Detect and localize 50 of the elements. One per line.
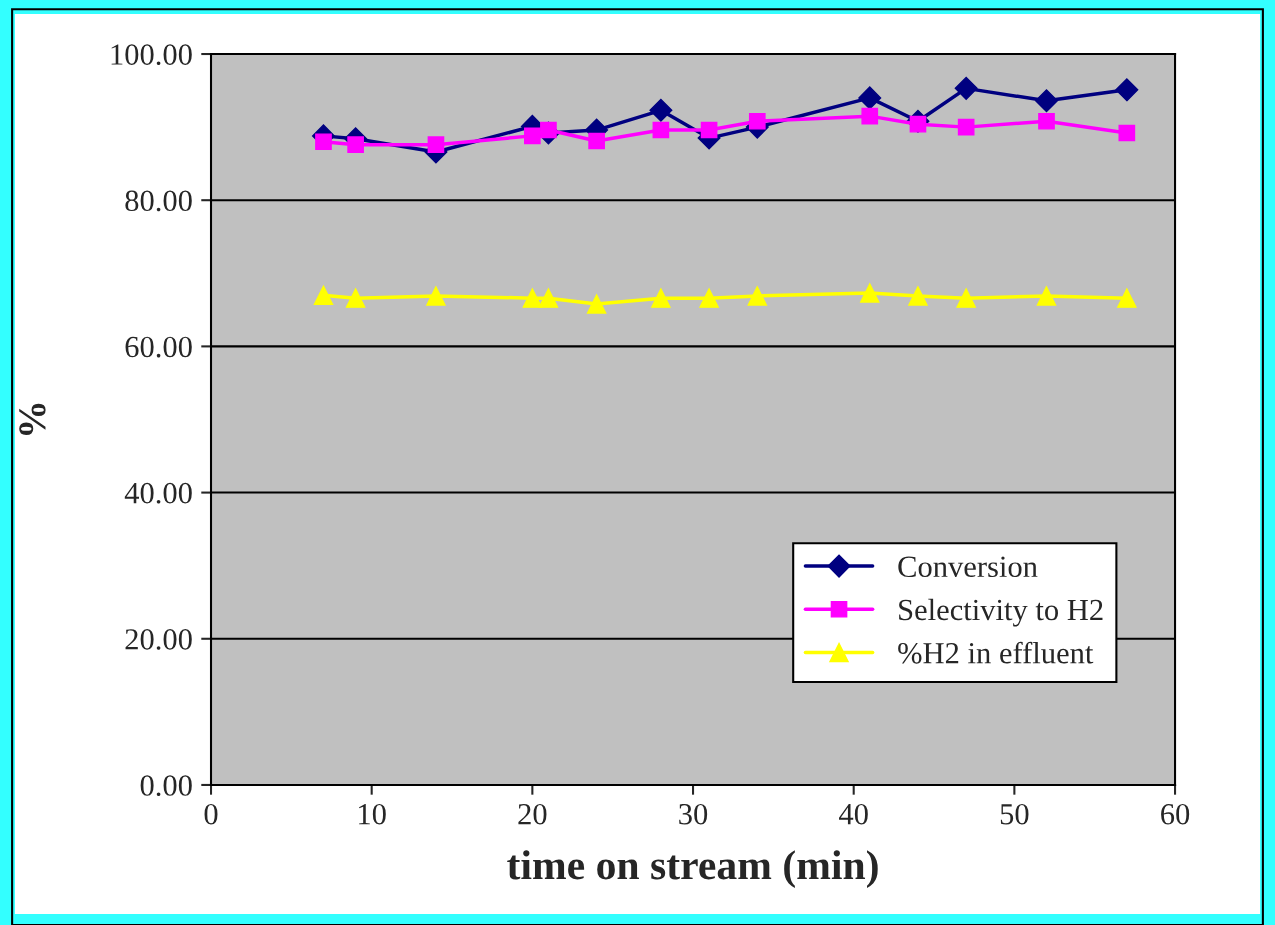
y-tick-label: 100.00 <box>111 44 192 66</box>
point <box>586 294 607 314</box>
point <box>1115 78 1139 102</box>
x-axis-title: time on stream (min) <box>507 850 878 888</box>
y-tick-label: 60.00 <box>125 336 192 358</box>
point <box>954 76 978 100</box>
y-tick-label: 40.00 <box>124 482 192 504</box>
x-tick-label: 40 <box>839 803 868 825</box>
point <box>315 133 332 151</box>
y-axis-title: % <box>19 403 46 435</box>
point <box>858 86 882 110</box>
point <box>649 98 673 122</box>
x-tick-label: 10 <box>359 803 386 825</box>
point <box>860 283 880 303</box>
point <box>1118 124 1136 142</box>
x-tick-label: 20 <box>518 803 547 825</box>
point <box>347 136 364 153</box>
point <box>748 112 766 130</box>
point <box>956 288 976 308</box>
point <box>522 288 543 308</box>
point <box>700 121 718 139</box>
x-tick-label: 60 <box>1161 803 1190 825</box>
point <box>1036 286 1057 306</box>
x-tick-label: 50 <box>1000 803 1029 825</box>
point <box>699 288 719 308</box>
point <box>524 127 541 145</box>
point <box>426 286 446 306</box>
point <box>345 288 366 308</box>
point <box>651 288 671 308</box>
point <box>540 121 557 139</box>
point <box>908 286 928 306</box>
legend-label: Selectivity to H2 <box>899 598 1103 627</box>
point <box>957 118 975 136</box>
point <box>588 132 605 150</box>
x-tick-label: 30 <box>679 803 708 825</box>
point <box>747 286 768 306</box>
point <box>1038 112 1055 130</box>
point <box>427 136 445 153</box>
point <box>313 285 334 305</box>
point <box>1035 89 1059 113</box>
point <box>861 107 879 125</box>
point <box>652 121 670 139</box>
y-tick-label: 0.00 <box>140 775 192 796</box>
y-tick-label: 80.00 <box>125 190 192 212</box>
legend-label: %H2 in effluent <box>898 641 1094 664</box>
point <box>538 288 559 308</box>
x-tick-label: 0 <box>204 803 218 825</box>
y-tick-label: 20.00 <box>125 629 192 650</box>
legend-label: Conversion <box>898 556 1038 578</box>
point <box>1117 288 1137 308</box>
